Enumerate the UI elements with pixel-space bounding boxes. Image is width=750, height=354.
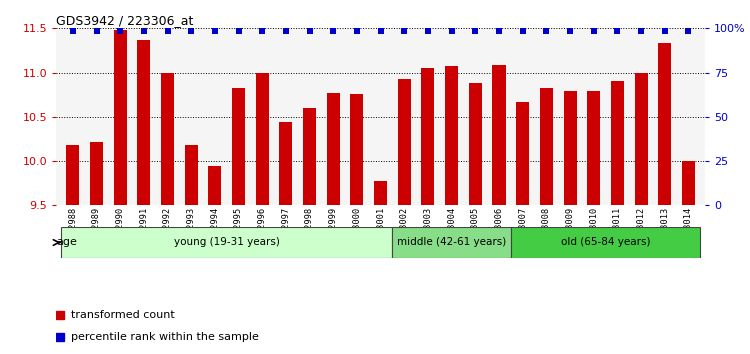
Bar <box>161 73 174 205</box>
Bar <box>350 94 364 205</box>
Bar <box>66 145 80 205</box>
Bar <box>587 91 600 205</box>
Bar <box>658 44 671 205</box>
Text: middle (42-61 years): middle (42-61 years) <box>397 238 506 247</box>
Bar <box>209 166 221 205</box>
Bar <box>61 227 392 258</box>
Bar <box>137 40 150 205</box>
Bar <box>184 145 198 205</box>
Text: old (65-84 years): old (65-84 years) <box>561 238 650 247</box>
Bar <box>392 227 511 258</box>
Bar <box>511 227 700 258</box>
Bar <box>303 108 316 205</box>
Bar <box>422 68 434 205</box>
Text: transformed count: transformed count <box>71 310 175 320</box>
Bar <box>493 65 506 205</box>
Bar <box>114 30 127 205</box>
Text: young (19-31 years): young (19-31 years) <box>174 238 280 247</box>
Bar <box>256 73 268 205</box>
Bar <box>374 181 387 205</box>
Bar <box>563 91 577 205</box>
Bar <box>327 93 340 205</box>
Text: percentile rank within the sample: percentile rank within the sample <box>71 332 260 342</box>
Bar <box>469 83 482 205</box>
Bar <box>280 122 292 205</box>
Bar <box>634 73 647 205</box>
Bar <box>232 87 245 205</box>
Bar <box>540 87 553 205</box>
Text: GDS3942 / 223306_at: GDS3942 / 223306_at <box>56 14 194 27</box>
Bar <box>90 142 103 205</box>
Bar <box>446 66 458 205</box>
Bar <box>398 79 411 205</box>
Bar <box>682 161 695 205</box>
Text: age: age <box>57 238 77 247</box>
Bar <box>611 80 624 205</box>
Bar <box>516 102 530 205</box>
